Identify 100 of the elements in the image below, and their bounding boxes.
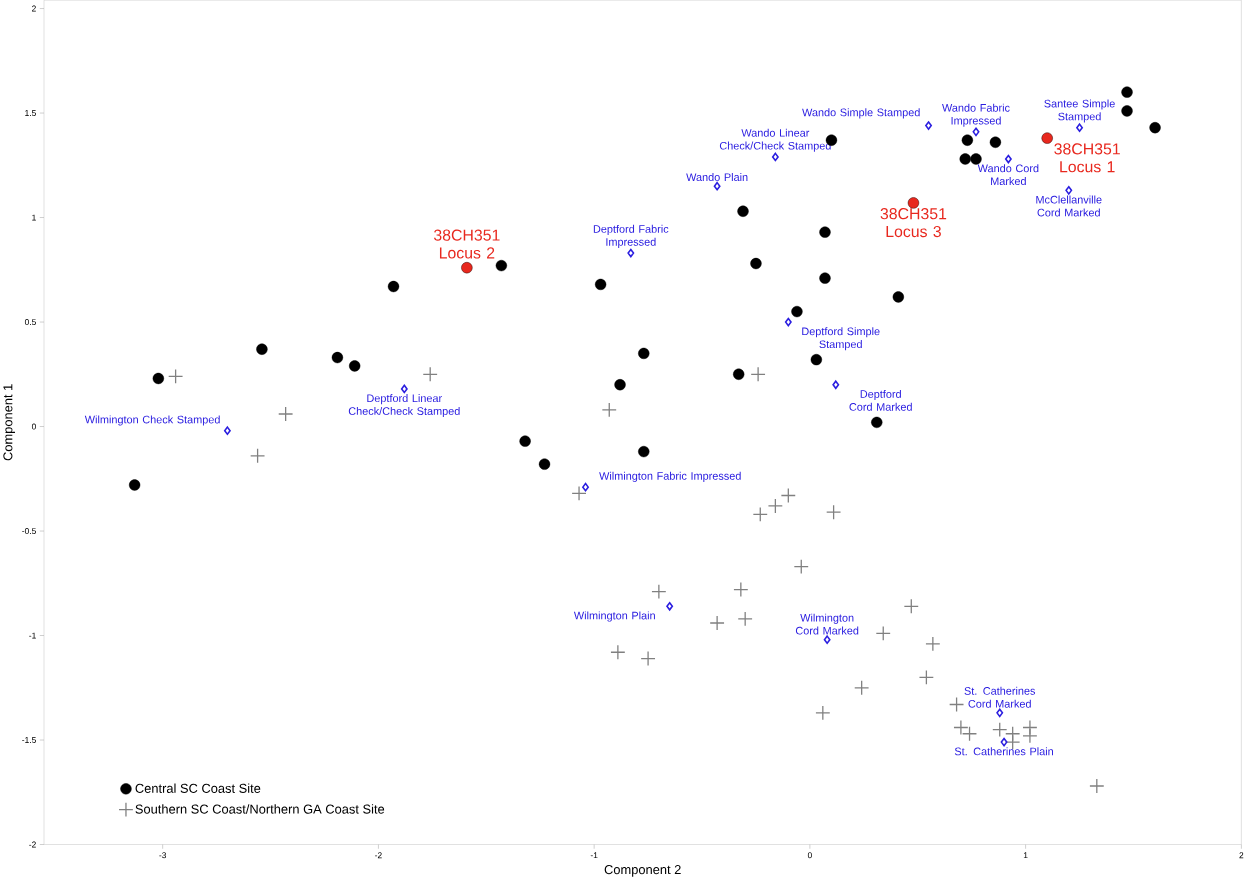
x-tick-label: 0 — [807, 852, 812, 859]
legend-label: Central SC Coast Site — [135, 783, 261, 793]
annotation: St. Catherines Cord Marked — [964, 686, 1036, 708]
point — [601, 402, 617, 418]
point — [737, 205, 749, 217]
point — [1022, 728, 1038, 744]
point — [767, 498, 783, 514]
point — [1041, 132, 1053, 144]
point — [819, 226, 831, 238]
annotation: St. Catherines Plain — [954, 747, 1053, 756]
point — [278, 406, 294, 422]
point — [892, 291, 904, 303]
point — [959, 153, 971, 165]
point — [996, 708, 1004, 718]
annotation: 38CH351 Locus 2 — [433, 229, 500, 259]
point — [961, 134, 974, 146]
point — [594, 278, 607, 291]
point — [387, 280, 400, 293]
point — [627, 248, 635, 258]
point — [461, 262, 473, 274]
point — [256, 343, 268, 355]
point — [970, 153, 982, 165]
point — [1004, 154, 1012, 164]
point — [780, 487, 796, 504]
point — [903, 598, 919, 614]
point — [400, 384, 408, 394]
point — [422, 366, 438, 382]
y-tick-label: 2 — [32, 5, 36, 12]
point — [1089, 778, 1105, 794]
point — [992, 721, 1008, 738]
annotation: Deptford Cord Marked — [849, 389, 912, 411]
annotation: Santee Simple Stamped — [1044, 99, 1115, 123]
annotation: Wando Simple Stamped — [802, 108, 920, 119]
point — [733, 368, 745, 380]
point — [989, 136, 1002, 148]
point — [793, 558, 809, 575]
y-tick-label: 0 — [31, 423, 36, 430]
annotation: Wando Cord Marked — [977, 164, 1039, 186]
point — [614, 379, 626, 391]
point — [713, 181, 721, 191]
point — [823, 635, 831, 645]
point — [925, 636, 941, 652]
y-tick-label: 1 — [32, 214, 36, 221]
y-tick-label: -1.5 — [22, 737, 36, 743]
point — [771, 152, 779, 162]
annotation: Deptford Fabric Impressed — [593, 224, 669, 248]
x-tick-label: -1 — [590, 852, 598, 859]
annotation: Wilmington Plain — [573, 611, 655, 622]
y-tick-label: 0.5 — [24, 319, 36, 326]
point — [832, 380, 840, 390]
point — [1149, 122, 1161, 134]
point — [519, 435, 531, 447]
point — [871, 416, 883, 429]
annotation: 38CH351 Locus 1 — [1054, 143, 1120, 173]
point — [1000, 737, 1008, 747]
point — [750, 257, 762, 270]
point — [972, 127, 980, 137]
y-axis-title: Component 1 — [3, 384, 15, 461]
point — [733, 581, 749, 598]
annotation: Deptford Linear Check/Check Stamped — [348, 394, 460, 418]
annotation: Wilmington Check Stamped — [84, 415, 220, 426]
point — [538, 458, 551, 470]
point — [791, 305, 803, 318]
point — [826, 504, 842, 520]
x-tick-label: -3 — [159, 852, 167, 859]
annotation: Wilmington Cord Marked — [795, 613, 859, 635]
y-tick-label: -2 — [29, 841, 36, 848]
point — [571, 485, 587, 501]
annotation: Wando Linear Check/Check Stamped — [719, 128, 831, 152]
point — [331, 351, 344, 364]
annotation: 38CH351 Locus 3 — [880, 208, 947, 238]
point — [638, 347, 650, 360]
point — [1121, 86, 1133, 98]
point — [152, 372, 165, 385]
point — [918, 669, 934, 685]
point — [752, 506, 768, 522]
y-tick-label: -0.5 — [22, 528, 36, 535]
annotation: Wilmington Fabric Impressed — [599, 471, 741, 482]
y-tick-label: -1 — [29, 632, 36, 639]
point — [925, 121, 933, 130]
point — [495, 259, 508, 272]
y-tick-label: 1.5 — [25, 110, 36, 116]
point — [750, 366, 766, 382]
annotation: McClellanville Cord Marked — [1036, 195, 1102, 217]
point — [907, 197, 920, 209]
point — [651, 584, 667, 600]
annotation: Deptford Simple Stamped — [802, 327, 880, 351]
point — [815, 705, 831, 721]
annotation: Wando Plain — [686, 173, 748, 182]
point — [168, 368, 184, 384]
point — [810, 354, 823, 366]
legend-label: Southern SC Coast/Northern GA Coast Site — [135, 804, 385, 814]
point — [223, 426, 231, 436]
point — [1076, 123, 1084, 133]
annotation: Wando Fabric Impressed — [942, 103, 1010, 127]
point — [349, 360, 361, 372]
x-tick-label: -2 — [375, 852, 382, 859]
point — [1065, 186, 1073, 195]
point — [819, 272, 831, 284]
x-tick-label: 1 — [1023, 852, 1028, 859]
